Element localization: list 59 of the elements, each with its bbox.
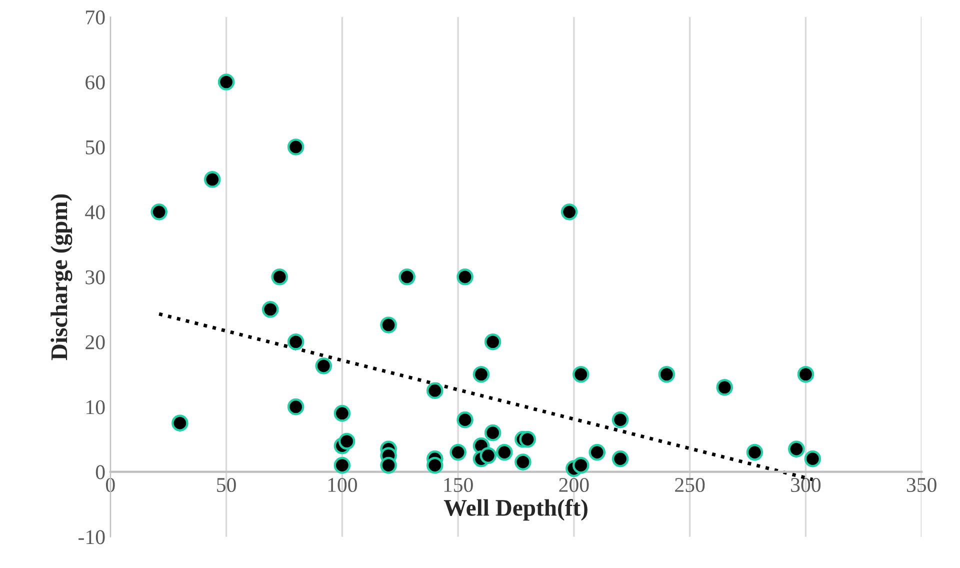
- point: [746, 444, 764, 461]
- point: [287, 398, 304, 416]
- y-tick-label: -10: [78, 530, 105, 544]
- point: [572, 366, 590, 383]
- y-tick-label: 70: [86, 10, 105, 24]
- point: [204, 171, 221, 188]
- y-tick-label: 60: [86, 75, 105, 90]
- x-tick-label: 0: [106, 478, 115, 492]
- point: [484, 424, 502, 442]
- x-axis-title: Well Depth(ft): [444, 499, 588, 521]
- y-tick-label: 50: [86, 140, 105, 154]
- x-tick-label: 300: [791, 478, 821, 492]
- point: [426, 382, 444, 399]
- point: [612, 411, 629, 428]
- point: [716, 378, 733, 396]
- point: [572, 456, 590, 474]
- point: [514, 454, 532, 470]
- point: [797, 366, 814, 383]
- point: [612, 450, 629, 468]
- point: [334, 456, 351, 474]
- point: [588, 444, 606, 461]
- point: [496, 444, 513, 461]
- point: [519, 430, 536, 448]
- y-tick-label: 10: [86, 400, 105, 414]
- x-tick-label: 200: [559, 478, 589, 492]
- point: [472, 366, 490, 383]
- point: [287, 138, 304, 156]
- point: [172, 414, 188, 432]
- point: [150, 204, 168, 220]
- point: [315, 358, 332, 374]
- x-tick-label: 250: [675, 478, 705, 492]
- point: [271, 268, 288, 286]
- point: [380, 456, 397, 474]
- point: [804, 450, 822, 468]
- point: [334, 404, 351, 422]
- y-tick-label: 30: [86, 270, 105, 284]
- point: [456, 268, 474, 286]
- point: [456, 411, 474, 428]
- y-tick-label: 40: [85, 205, 105, 220]
- x-tick-label: 100: [328, 478, 357, 492]
- y-tick-label: 20: [86, 335, 105, 350]
- point: [450, 444, 466, 461]
- point: [398, 268, 416, 286]
- point: [262, 300, 279, 318]
- point: [380, 316, 397, 334]
- y-axis-title: Discharge (gpm): [50, 194, 72, 360]
- point: [658, 366, 676, 383]
- point: [218, 74, 235, 90]
- x-tick-label: 350: [906, 478, 936, 492]
- x-tick-label: 50: [217, 478, 236, 492]
- point: [480, 447, 497, 464]
- point: [287, 333, 304, 350]
- point: [426, 456, 444, 474]
- x-tick-label: 150: [444, 478, 473, 492]
- point: [560, 204, 578, 220]
- point: [338, 432, 356, 450]
- y-tick-label: 0: [96, 465, 105, 480]
- point: [788, 440, 805, 458]
- point: [484, 333, 502, 350]
